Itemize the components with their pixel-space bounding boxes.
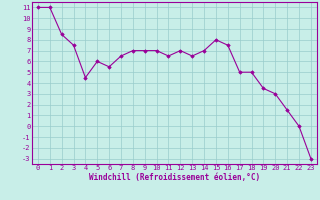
X-axis label: Windchill (Refroidissement éolien,°C): Windchill (Refroidissement éolien,°C): [89, 173, 260, 182]
